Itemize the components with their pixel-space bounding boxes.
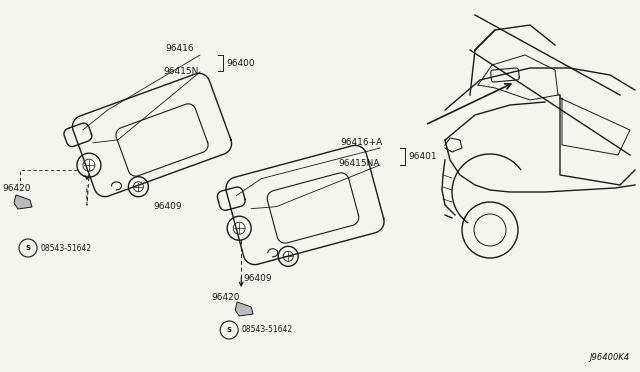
Polygon shape [14,195,32,209]
Text: 96400: 96400 [226,58,255,67]
Text: S: S [227,327,232,333]
Text: 96415N: 96415N [163,67,198,76]
Text: 96409: 96409 [243,274,272,283]
Text: 96420: 96420 [2,183,31,192]
Polygon shape [235,302,253,316]
Text: 96416+A: 96416+A [340,138,382,147]
Text: 08543-51642: 08543-51642 [241,326,292,334]
Text: 96416: 96416 [165,44,194,52]
Text: 96415NA: 96415NA [338,158,380,167]
Text: S: S [26,245,31,251]
Text: 08543-51642: 08543-51642 [40,244,91,253]
Text: 96409: 96409 [154,202,182,211]
Text: J96400K4: J96400K4 [589,353,630,362]
Text: 96420: 96420 [211,292,239,301]
Text: 96401: 96401 [408,151,436,160]
